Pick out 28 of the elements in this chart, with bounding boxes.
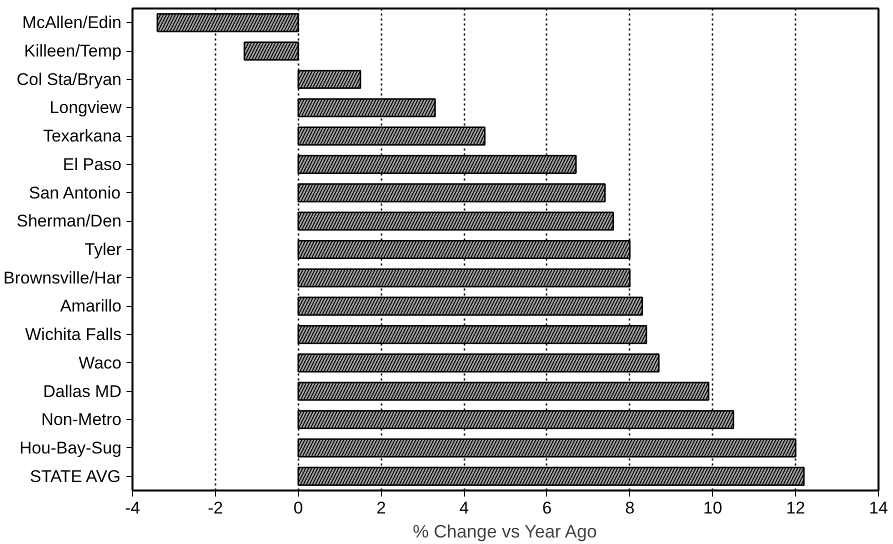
y-tick-label: San Antonio bbox=[28, 183, 121, 202]
y-tick-label: Wichita Falls bbox=[25, 325, 122, 344]
y-tick-label: Dallas MD bbox=[43, 382, 122, 401]
y-tick-label: McAllen/Edin bbox=[22, 13, 122, 32]
x-tick-label: -4 bbox=[124, 498, 140, 518]
x-axis-title: % Change vs Year Ago bbox=[412, 522, 597, 542]
x-tick-label: 14 bbox=[869, 498, 888, 518]
y-tick-label: Waco bbox=[78, 353, 122, 372]
x-tick-label: 2 bbox=[376, 498, 386, 518]
y-tick-label: Texarkana bbox=[43, 126, 122, 146]
x-tick-label: 4 bbox=[459, 498, 469, 518]
y-tick-label: Col Sta/Bryan bbox=[16, 70, 122, 89]
y-tick-label: Tyler bbox=[84, 240, 122, 259]
y-tick-label: Sherman/Den bbox=[16, 212, 122, 231]
y-tick-label: Hou-Bay-Sug bbox=[19, 438, 122, 458]
y-tick-label: Longview bbox=[50, 98, 122, 118]
x-tick-label: 10 bbox=[703, 498, 722, 518]
x-tick-label: 12 bbox=[786, 498, 806, 518]
y-tick-label: Brownsville/Har bbox=[3, 268, 122, 288]
y-tick-label: Non-Metro bbox=[41, 410, 122, 430]
x-tick-label: 6 bbox=[542, 498, 552, 518]
x-tick-label: 8 bbox=[625, 498, 635, 518]
x-tick-label: -2 bbox=[208, 498, 223, 518]
y-tick-label: STATE AVG bbox=[30, 466, 121, 486]
y-tick-label: El Paso bbox=[62, 154, 122, 174]
x-tick-label: 0 bbox=[294, 498, 304, 518]
y-tick-label: Amarillo bbox=[60, 296, 122, 316]
y-tick-label: Killeen/Temp bbox=[24, 42, 122, 61]
